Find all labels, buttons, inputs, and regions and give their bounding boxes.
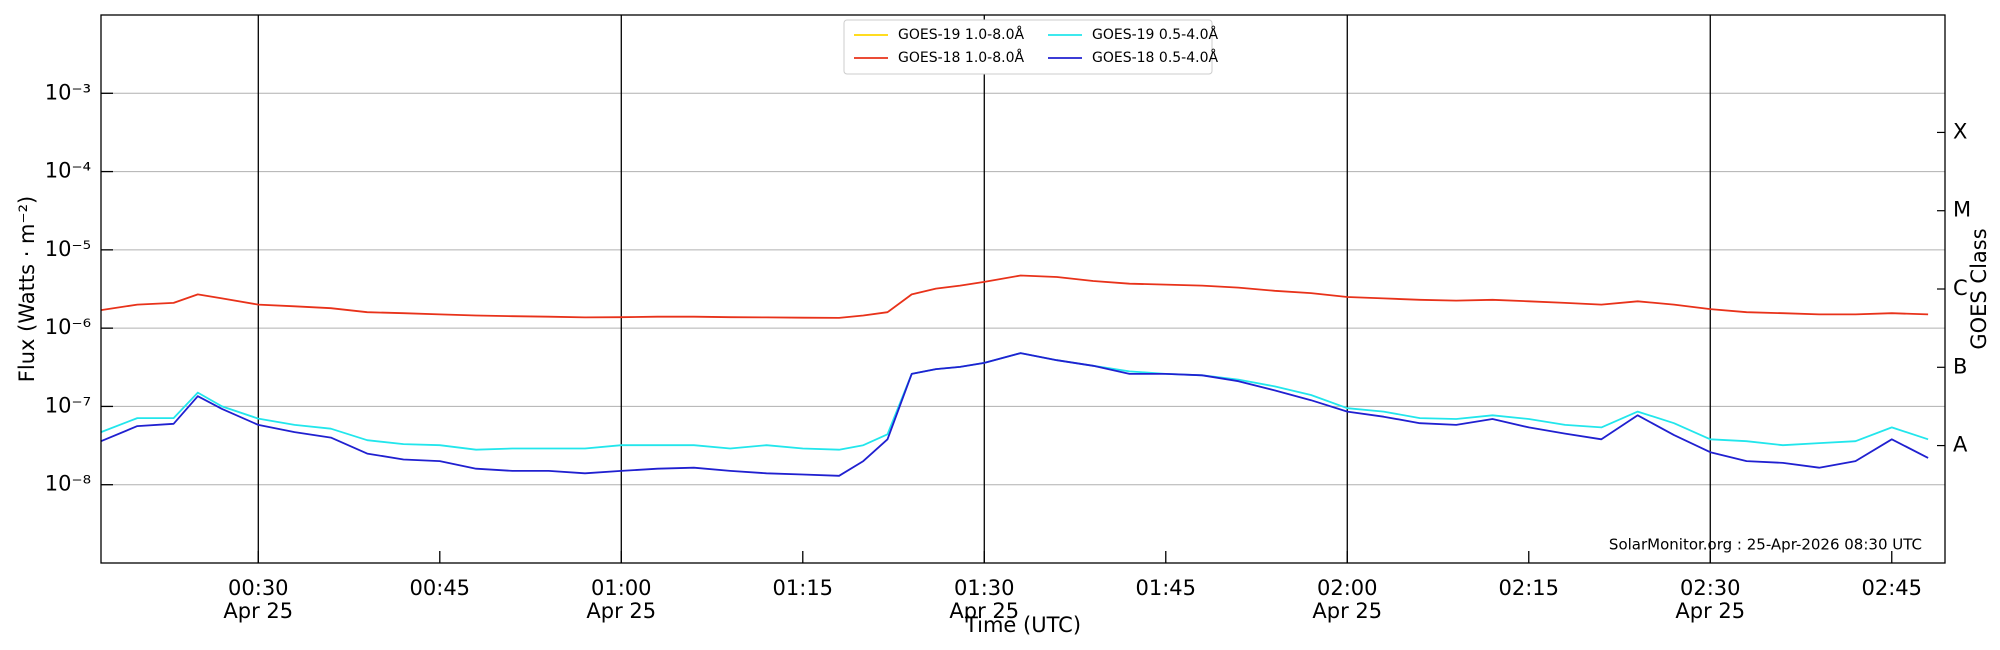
y2-tick-label: X: [1953, 119, 1967, 143]
y-tick-label: 10⁻⁵: [45, 237, 91, 261]
y2-tick-label: M: [1953, 198, 1971, 222]
y2-tick-label: C: [1953, 276, 1968, 300]
y-axis-label: Flux (Watts · m⁻²): [15, 196, 39, 382]
x-tick-label: 02:15: [1499, 576, 1560, 600]
legend-box: [843, 19, 1213, 75]
annotation: SolarMonitor.org : 25-Apr-2026 08:30 UTC: [1609, 536, 1922, 554]
x-tick-label: 02:30 Apr 25: [1675, 576, 1745, 623]
y-tick-label: 10⁻⁷: [45, 393, 91, 417]
x-tick-label: 01:45: [1136, 576, 1197, 600]
x-tick-label: 02:00 Apr 25: [1312, 576, 1382, 623]
y-tick-label: 10⁻⁴: [45, 159, 91, 183]
x-tick-label: 01:15: [773, 576, 834, 600]
legend-label: GOES-18 0.5-4.0Å: [1092, 49, 1218, 66]
x-tick-label: 02:45: [1861, 576, 1922, 600]
x-axis-label: Time (UTC): [964, 613, 1081, 637]
x-tick-label: 01:00 Apr 25: [586, 576, 656, 623]
plot-frame: [100, 14, 1946, 564]
y2-tick-label: B: [1953, 354, 1967, 378]
y-tick-label: 10⁻⁶: [45, 315, 91, 339]
y2-tick-label: A: [1953, 433, 1968, 457]
x-tick-label: 00:30 Apr 25: [223, 576, 293, 623]
series-line: [100, 352, 1929, 477]
legend-label: GOES-19 1.0-8.0Å: [898, 26, 1024, 43]
series-line: [100, 274, 1929, 319]
x-tick-label: 01:30 Apr 25: [949, 576, 1019, 623]
x-tick-label: 00:45: [410, 576, 471, 600]
y-tick-label: 10⁻⁸: [45, 472, 91, 496]
series-line: [100, 352, 1929, 451]
y-tick-label: 10⁻³: [45, 80, 91, 104]
legend-label: GOES-19 0.5-4.0Å: [1092, 26, 1218, 43]
legend-label: GOES-18 1.0-8.0Å: [898, 49, 1024, 66]
y2-axis-label: GOES Class: [1967, 228, 1991, 349]
